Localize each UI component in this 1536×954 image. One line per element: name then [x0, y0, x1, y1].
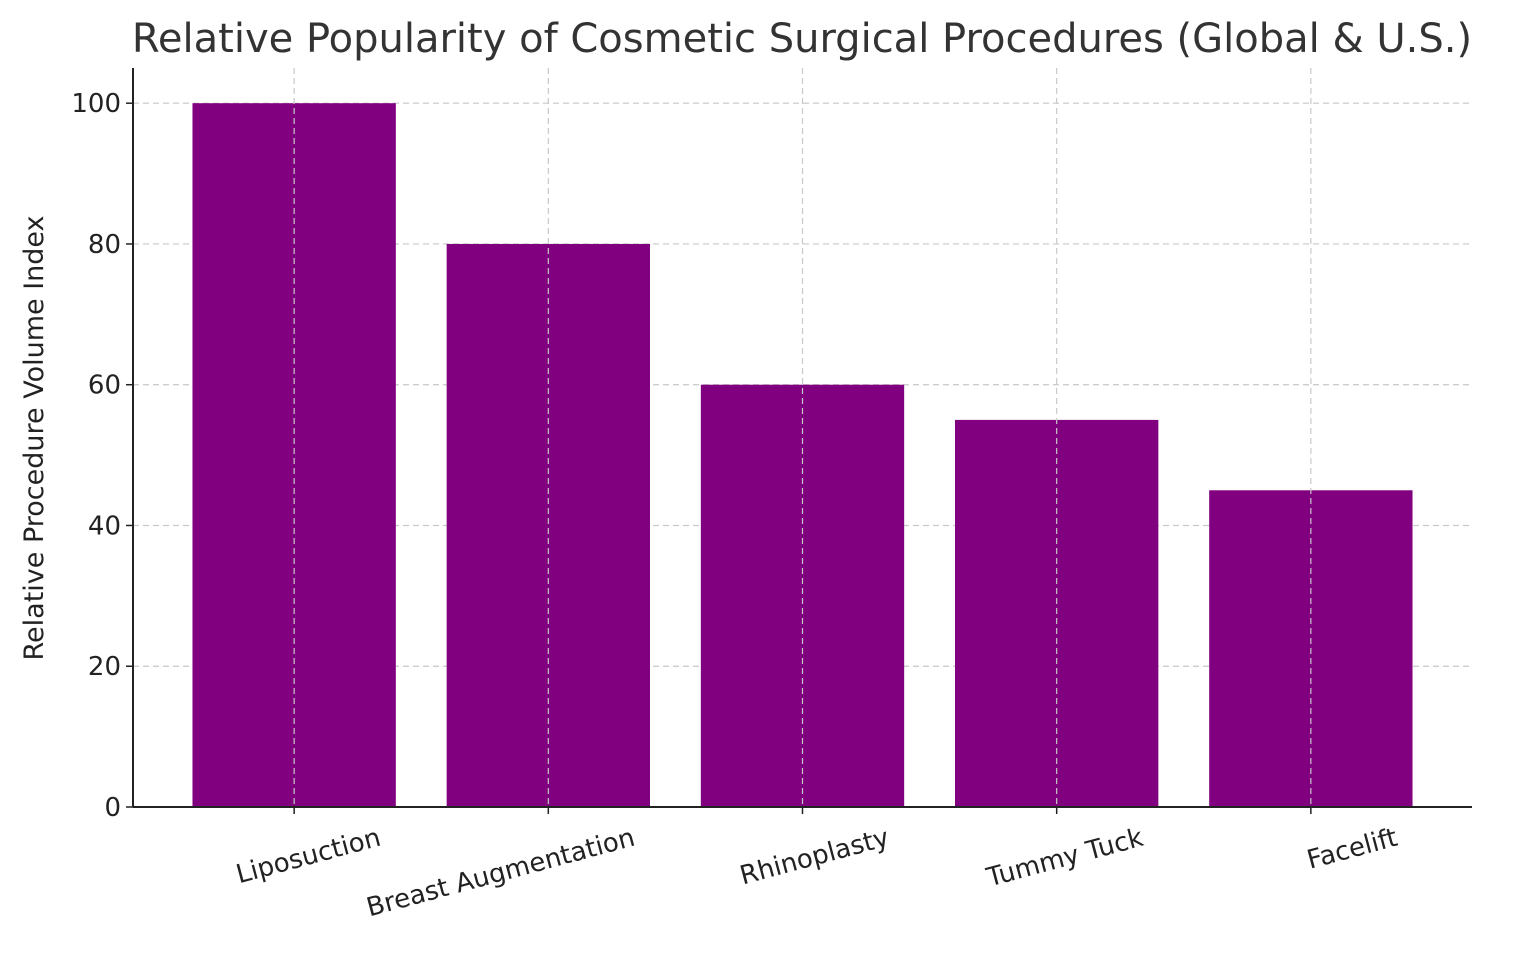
y-tick-label: 60 — [88, 371, 121, 401]
y-axis-label: Relative Procedure Volume Index — [19, 215, 50, 660]
chart-title: Relative Popularity of Cosmetic Surgical… — [132, 16, 1472, 62]
x-tick-label: Facelift — [1304, 823, 1401, 876]
y-tick-label: 80 — [88, 230, 121, 260]
y-axis-ticks: 0 20 40 60 80 100 — [71, 89, 133, 823]
vertical-grid-lines — [293, 68, 1312, 807]
y-tick-label: 0 — [104, 793, 121, 823]
x-tick-label: Breast Augmentation — [363, 823, 638, 924]
x-tick-label: Rhinoplasty — [737, 823, 893, 892]
x-tick-label: Liposuction — [233, 823, 384, 890]
y-tick-label: 20 — [88, 652, 121, 682]
x-tick-label: Tummy Tuck — [983, 823, 1147, 894]
bar-rhinoplasty — [700, 384, 905, 807]
y-tick-label: 40 — [88, 511, 121, 541]
y-tick-label: 100 — [71, 89, 121, 119]
